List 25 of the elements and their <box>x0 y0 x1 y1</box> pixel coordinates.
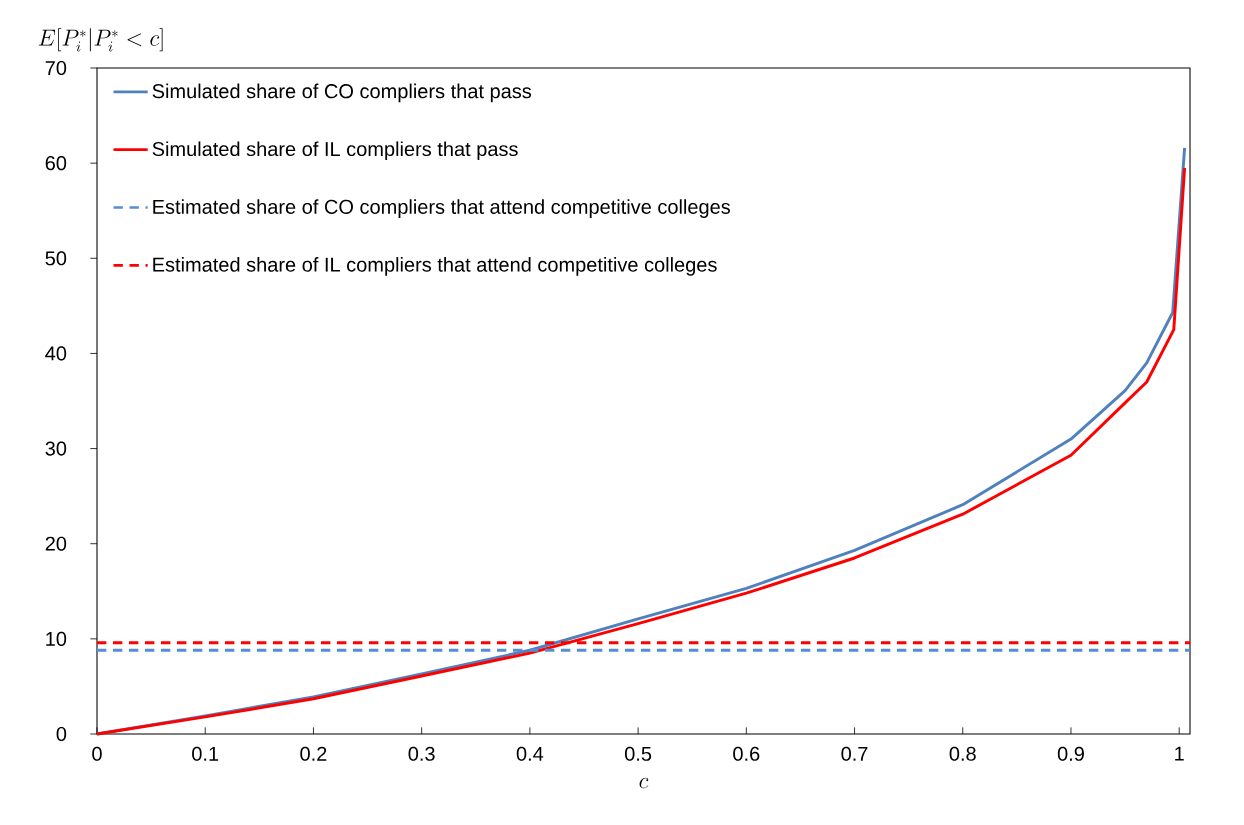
x-tick-label: 0.5 <box>624 746 652 761</box>
y-axis-title: $E[P_i^*|P_i^* < c]$ <box>38 28 163 52</box>
x-tick-label: 0.7 <box>841 746 868 761</box>
x-tick-label: 0.6 <box>733 746 760 761</box>
x-tick-label: 0.4 <box>516 746 544 761</box>
x-tick-label: 0 <box>92 746 102 761</box>
legend-label: Simulated share of CO compliers that pass <box>152 83 532 103</box>
y-tick-label: 60 <box>45 156 67 171</box>
y-tick-label: 20 <box>45 536 67 551</box>
x-tick-label: 1 <box>1175 746 1184 761</box>
x-tick-label: 0.2 <box>300 746 327 761</box>
y-tick-label: 50 <box>45 251 67 266</box>
legend-label: Simulated share of IL compliers that pass <box>152 141 518 161</box>
y-tick-label: 10 <box>46 631 67 646</box>
y-tick-label: 0 <box>56 726 67 742</box>
x-axis-title: $c$ <box>639 777 649 789</box>
legend-label: Estimated share of CO compliers that attend competitive colleges <box>153 199 731 218</box>
x-tick-label: 0.8 <box>949 746 976 761</box>
y-tick-label: 40 <box>45 346 67 361</box>
x-tick-label: 0.3 <box>408 746 435 761</box>
legend-label: Estimated share of IL compliers that attend competitive colleges <box>153 257 717 276</box>
y-tick-label: 70 <box>45 60 67 76</box>
y-tick-label: 30 <box>45 441 67 456</box>
x-tick-label: 0.1 <box>192 746 219 761</box>
x-tick-label: 0.9 <box>1057 746 1084 761</box>
